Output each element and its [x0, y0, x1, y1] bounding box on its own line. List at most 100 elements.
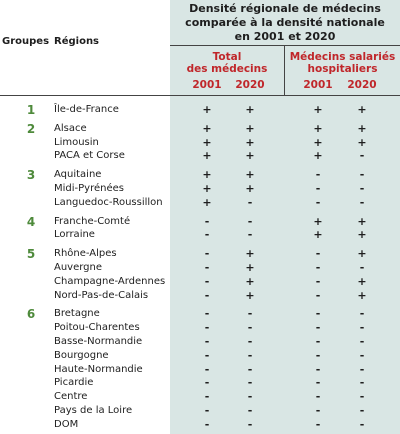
region-name: Nord-Pas-de-Calais — [54, 289, 149, 301]
minus-mark: - — [359, 307, 365, 321]
plus-mark: + — [357, 214, 367, 228]
region-name: Picardie — [54, 377, 94, 389]
minus-mark: - — [315, 362, 321, 376]
minus-mark: - — [247, 404, 253, 417]
minus-mark: - — [247, 362, 253, 376]
plus-mark: + — [245, 288, 255, 302]
plus-mark: + — [357, 135, 367, 149]
plus-mark: + — [245, 168, 255, 182]
group-number: 2 — [26, 121, 36, 136]
minus-mark: - — [204, 321, 210, 335]
group-number: 5 — [26, 247, 36, 262]
minus-mark: - — [359, 168, 365, 182]
region-name: DOM — [54, 418, 79, 430]
group-number: 1 — [26, 103, 36, 117]
minus-mark: - — [359, 261, 365, 274]
minus-mark: - — [359, 348, 365, 362]
minus-mark: - — [204, 261, 210, 274]
minus-mark: - — [359, 321, 365, 335]
region-name: Centre — [54, 391, 88, 403]
plus-mark: + — [313, 135, 323, 149]
minus-mark: - — [204, 247, 210, 261]
minus-mark: - — [315, 335, 321, 348]
minus-mark: - — [247, 228, 253, 242]
group-header-total: Total des médecins — [170, 51, 284, 75]
region-name: Limousin — [54, 136, 99, 148]
minus-mark: - — [315, 261, 321, 274]
plus-mark: + — [313, 149, 323, 163]
minus-mark: - — [315, 321, 321, 335]
minus-mark: - — [315, 288, 321, 302]
minus-mark: - — [315, 182, 321, 195]
minus-mark: - — [315, 376, 321, 390]
minus-mark: - — [204, 274, 210, 288]
group-number: 4 — [26, 214, 36, 229]
plus-mark: + — [245, 135, 255, 149]
header-divider — [0, 95, 400, 96]
year-salaries-2001: 2001 — [303, 79, 333, 91]
plus-mark: + — [357, 274, 367, 288]
minus-mark: - — [204, 228, 210, 242]
plus-mark: + — [357, 288, 367, 302]
region-name: Aquitaine — [54, 169, 102, 181]
region-name: Poitou-Charentes — [54, 322, 140, 334]
region-name: Lorraine — [54, 229, 95, 241]
region-name: Bretagne — [54, 308, 100, 320]
plus-mark: + — [357, 121, 367, 135]
minus-mark: - — [204, 417, 210, 431]
title-line-3: en 2001 et 2020 — [234, 30, 336, 43]
minus-mark: - — [359, 195, 365, 209]
minus-mark: - — [315, 307, 321, 321]
region-name: Île-de-France — [54, 104, 119, 115]
group-number: 6 — [26, 307, 36, 322]
group-header-salaries: Médecins salariés hospitaliers — [285, 51, 400, 75]
table-title: Densité régionale de médecins comparée à… — [170, 2, 400, 44]
minus-mark: - — [204, 307, 210, 321]
minus-mark: - — [359, 182, 365, 195]
group-number: 3 — [26, 168, 36, 183]
comparison-panel — [170, 0, 400, 434]
col-header-groupes: Groupes — [2, 36, 50, 47]
plus-mark: + — [313, 121, 323, 135]
plus-mark: + — [313, 228, 323, 242]
minus-mark: - — [247, 376, 253, 390]
minus-mark: - — [359, 362, 365, 376]
minus-mark: - — [204, 404, 210, 417]
minus-mark: - — [247, 321, 253, 335]
plus-mark: + — [202, 195, 212, 209]
group-divider — [284, 45, 285, 95]
minus-mark: - — [247, 307, 253, 321]
region-name: Midi-Pyrénées — [54, 183, 124, 194]
minus-mark: - — [315, 195, 321, 209]
minus-mark: - — [204, 362, 210, 376]
minus-mark: - — [359, 149, 365, 163]
minus-mark: - — [247, 214, 253, 228]
minus-mark: - — [315, 274, 321, 288]
plus-mark: + — [202, 135, 212, 149]
plus-mark: + — [245, 103, 255, 116]
minus-mark: - — [359, 417, 365, 431]
title-line-1: Densité régionale de médecins — [189, 2, 381, 15]
minus-mark: - — [247, 348, 253, 362]
minus-mark: - — [247, 417, 253, 431]
plus-mark: + — [245, 247, 255, 261]
minus-mark: - — [204, 376, 210, 390]
minus-mark: - — [315, 404, 321, 417]
plus-mark: + — [202, 168, 212, 182]
minus-mark: - — [315, 390, 321, 404]
minus-mark: - — [247, 335, 253, 348]
plus-mark: + — [202, 121, 212, 135]
minus-mark: - — [359, 335, 365, 348]
region-name: Basse-Normandie — [54, 336, 143, 347]
plus-mark: + — [202, 182, 212, 195]
col-header-regions: Régions — [54, 36, 100, 47]
group-total-line-2: des médecins — [186, 63, 268, 75]
title-line-2: comparée à la densité nationale — [185, 16, 385, 29]
region-name: Pays de la Loire — [54, 405, 133, 416]
minus-mark: - — [204, 390, 210, 404]
minus-mark: - — [204, 214, 210, 228]
plus-mark: + — [245, 149, 255, 163]
region-name: Auvergne — [54, 262, 103, 273]
minus-mark: - — [315, 168, 321, 182]
year-salaries-2020: 2020 — [347, 79, 377, 91]
